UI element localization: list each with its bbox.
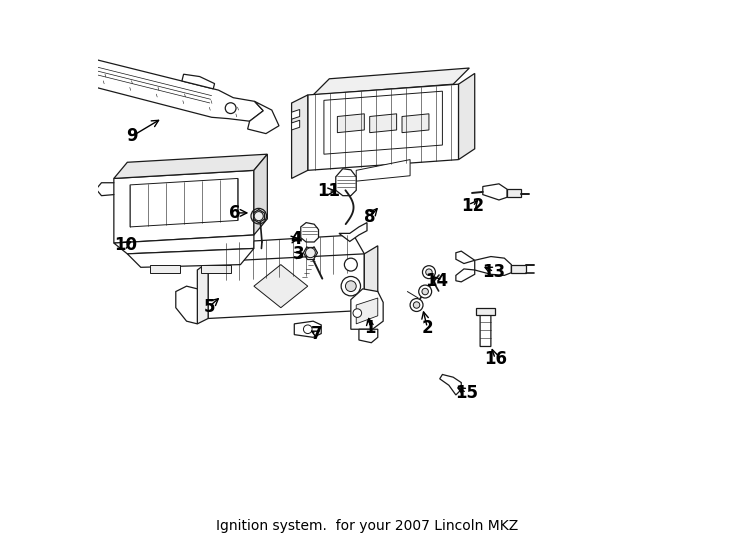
Text: 3: 3 — [294, 245, 305, 264]
Polygon shape — [208, 254, 364, 319]
Polygon shape — [308, 84, 459, 170]
Text: 11: 11 — [316, 183, 340, 200]
Polygon shape — [476, 308, 495, 315]
Polygon shape — [208, 235, 364, 281]
Circle shape — [341, 276, 360, 296]
Polygon shape — [114, 170, 254, 243]
Polygon shape — [294, 321, 321, 338]
Polygon shape — [359, 329, 378, 343]
Circle shape — [418, 285, 432, 298]
Polygon shape — [324, 91, 443, 154]
Polygon shape — [339, 222, 367, 241]
Circle shape — [423, 266, 435, 279]
Polygon shape — [291, 95, 308, 178]
Circle shape — [413, 302, 420, 308]
Text: 12: 12 — [461, 198, 484, 215]
Polygon shape — [201, 265, 231, 273]
Polygon shape — [114, 235, 254, 254]
Polygon shape — [67, 57, 264, 121]
Polygon shape — [301, 222, 319, 242]
Text: 13: 13 — [482, 262, 506, 281]
Polygon shape — [475, 256, 512, 275]
Polygon shape — [254, 154, 267, 235]
Polygon shape — [247, 102, 279, 133]
Polygon shape — [459, 73, 475, 160]
Polygon shape — [351, 289, 383, 329]
Polygon shape — [130, 178, 238, 227]
Polygon shape — [313, 68, 469, 95]
Text: 16: 16 — [484, 350, 506, 368]
Text: 1: 1 — [365, 319, 376, 336]
Text: 2: 2 — [421, 319, 433, 336]
Polygon shape — [43, 51, 71, 76]
Polygon shape — [197, 262, 208, 324]
Text: 4: 4 — [290, 230, 302, 248]
Polygon shape — [338, 114, 364, 133]
Polygon shape — [254, 265, 308, 308]
Circle shape — [344, 258, 357, 271]
Polygon shape — [127, 248, 254, 267]
Circle shape — [52, 58, 60, 66]
Polygon shape — [483, 184, 507, 200]
Polygon shape — [291, 110, 299, 119]
Polygon shape — [356, 298, 378, 324]
Polygon shape — [291, 120, 299, 130]
Polygon shape — [507, 189, 520, 197]
Polygon shape — [402, 114, 429, 133]
Polygon shape — [440, 375, 461, 395]
Circle shape — [254, 212, 264, 221]
Text: 8: 8 — [364, 208, 376, 226]
Polygon shape — [456, 269, 475, 282]
Polygon shape — [182, 74, 214, 89]
Polygon shape — [370, 114, 396, 133]
Polygon shape — [356, 160, 410, 181]
Polygon shape — [364, 246, 378, 310]
Circle shape — [346, 281, 356, 292]
Text: 9: 9 — [126, 127, 137, 145]
Circle shape — [353, 309, 362, 318]
Text: Ignition system.  for your 2007 Lincoln MKZ: Ignition system. for your 2007 Lincoln M… — [216, 519, 518, 533]
Text: 14: 14 — [426, 272, 448, 290]
Circle shape — [49, 55, 63, 69]
Circle shape — [410, 299, 423, 312]
Circle shape — [225, 103, 236, 113]
Polygon shape — [114, 154, 267, 178]
Text: 5: 5 — [203, 298, 215, 315]
Polygon shape — [176, 286, 197, 324]
Text: 6: 6 — [229, 204, 241, 222]
Circle shape — [303, 325, 312, 334]
Circle shape — [305, 248, 316, 258]
Polygon shape — [512, 265, 526, 273]
Circle shape — [422, 288, 429, 295]
Polygon shape — [456, 251, 475, 264]
Text: 15: 15 — [455, 384, 478, 402]
Polygon shape — [150, 265, 180, 273]
Text: 10: 10 — [115, 235, 137, 254]
Polygon shape — [480, 310, 491, 347]
Circle shape — [426, 269, 432, 275]
Text: 7: 7 — [310, 325, 322, 342]
Polygon shape — [335, 168, 356, 195]
